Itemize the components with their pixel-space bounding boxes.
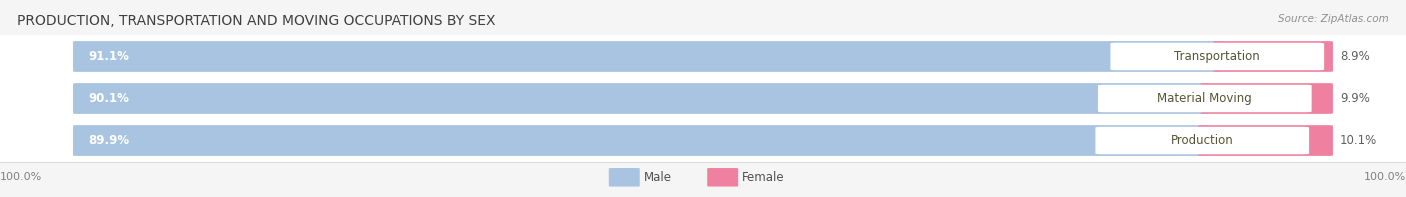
Text: Source: ZipAtlas.com: Source: ZipAtlas.com bbox=[1278, 14, 1389, 24]
Text: 90.1%: 90.1% bbox=[89, 92, 129, 105]
FancyBboxPatch shape bbox=[73, 125, 1333, 156]
FancyBboxPatch shape bbox=[1111, 43, 1324, 70]
FancyBboxPatch shape bbox=[1098, 85, 1312, 112]
Text: 89.9%: 89.9% bbox=[89, 134, 129, 147]
Text: 8.9%: 8.9% bbox=[1340, 50, 1369, 63]
FancyBboxPatch shape bbox=[73, 41, 1222, 72]
Text: Female: Female bbox=[742, 171, 785, 184]
Text: Transportation: Transportation bbox=[1174, 50, 1260, 63]
FancyBboxPatch shape bbox=[1201, 83, 1333, 114]
FancyBboxPatch shape bbox=[73, 83, 1333, 114]
Text: 9.9%: 9.9% bbox=[1340, 92, 1369, 105]
Text: Production: Production bbox=[1171, 134, 1233, 147]
Bar bbox=[0, 35, 1406, 77]
Bar bbox=[0, 120, 1406, 162]
Text: 91.1%: 91.1% bbox=[89, 50, 129, 63]
Text: Material Moving: Material Moving bbox=[1157, 92, 1253, 105]
FancyBboxPatch shape bbox=[73, 125, 1206, 156]
FancyBboxPatch shape bbox=[73, 83, 1209, 114]
FancyBboxPatch shape bbox=[1213, 41, 1333, 72]
Text: 100.0%: 100.0% bbox=[1364, 172, 1406, 182]
FancyBboxPatch shape bbox=[1198, 125, 1333, 156]
FancyBboxPatch shape bbox=[73, 41, 1333, 72]
FancyBboxPatch shape bbox=[1095, 127, 1309, 154]
FancyBboxPatch shape bbox=[609, 168, 640, 187]
Bar bbox=[0, 77, 1406, 120]
FancyBboxPatch shape bbox=[707, 168, 738, 187]
Text: 100.0%: 100.0% bbox=[0, 172, 42, 182]
Text: Male: Male bbox=[644, 171, 672, 184]
Text: PRODUCTION, TRANSPORTATION AND MOVING OCCUPATIONS BY SEX: PRODUCTION, TRANSPORTATION AND MOVING OC… bbox=[17, 14, 495, 28]
Text: 10.1%: 10.1% bbox=[1340, 134, 1376, 147]
